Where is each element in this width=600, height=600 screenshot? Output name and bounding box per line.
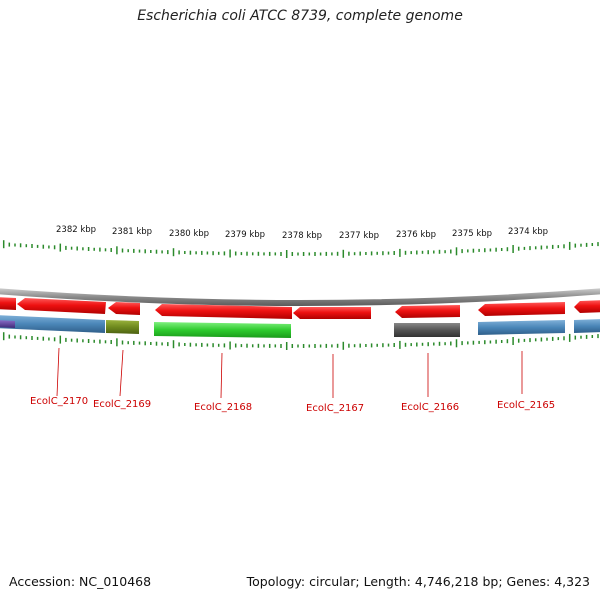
callout-line [56, 347, 60, 397]
genome-backbone [0, 288, 600, 306]
accession-text: Accession: NC_010468 [9, 574, 152, 589]
cds-arrow[interactable] [108, 302, 140, 315]
forward-strand-features [0, 297, 600, 319]
ruler-label: 2375 kbp [452, 229, 492, 239]
map-title: Escherichia coli ATCC 8739, complete gen… [137, 8, 463, 24]
ruler-label: 2382 kbp [56, 225, 96, 235]
ruler-label: 2377 kbp [339, 231, 379, 241]
cds-arrow[interactable] [395, 305, 460, 318]
cds-arrow[interactable] [478, 302, 565, 316]
gene-label[interactable]: EcolC_2168 [194, 402, 252, 413]
callout-line [220, 352, 223, 399]
ruler-label: 2380 kbp [169, 229, 209, 239]
ruler-label: 2378 kbp [282, 231, 322, 241]
feature-bar-gray[interactable] [394, 323, 460, 337]
callout-line [119, 349, 124, 397]
cds-arrow[interactable] [17, 298, 106, 314]
ruler-label: 2381 kbp [112, 227, 152, 237]
ruler-labels: 2382 kbp 2381 kbp 2380 kbp 2379 kbp 2378… [56, 225, 548, 241]
ruler-label: 2374 kbp [508, 227, 548, 237]
ruler-label: 2376 kbp [396, 230, 436, 240]
outer-ruler-ticks [2, 240, 599, 258]
gene-label[interactable]: EcolC_2167 [306, 403, 364, 414]
feature-bar-purple[interactable] [0, 320, 15, 328]
gene-label[interactable]: EcolC_2166 [401, 402, 459, 413]
inner-ruler-ticks [2, 332, 599, 350]
ruler-label: 2379 kbp [225, 230, 265, 240]
feature-bar-green[interactable] [154, 322, 291, 338]
gene-label[interactable]: EcolC_2170 [30, 396, 88, 407]
cds-arrow[interactable] [574, 300, 600, 313]
feature-bar-blue[interactable] [0, 315, 105, 333]
feature-bar-blue[interactable] [574, 319, 600, 333]
gene-label[interactable]: EcolC_2165 [497, 400, 555, 411]
feature-bar-olive[interactable] [106, 320, 139, 334]
genome-summary-text: Topology: circular; Length: 4,746,218 bp… [246, 574, 590, 589]
feature-bar-blue[interactable] [478, 320, 565, 335]
gene-callouts: EcolC_2170 EcolC_2169 EcolC_2168 EcolC_2… [30, 347, 555, 414]
cds-arrow[interactable] [293, 307, 371, 319]
cds-arrow[interactable] [155, 304, 292, 319]
gene-label[interactable]: EcolC_2169 [93, 399, 151, 410]
reverse-strand-features [0, 315, 600, 338]
cds-arrow[interactable] [0, 297, 16, 310]
